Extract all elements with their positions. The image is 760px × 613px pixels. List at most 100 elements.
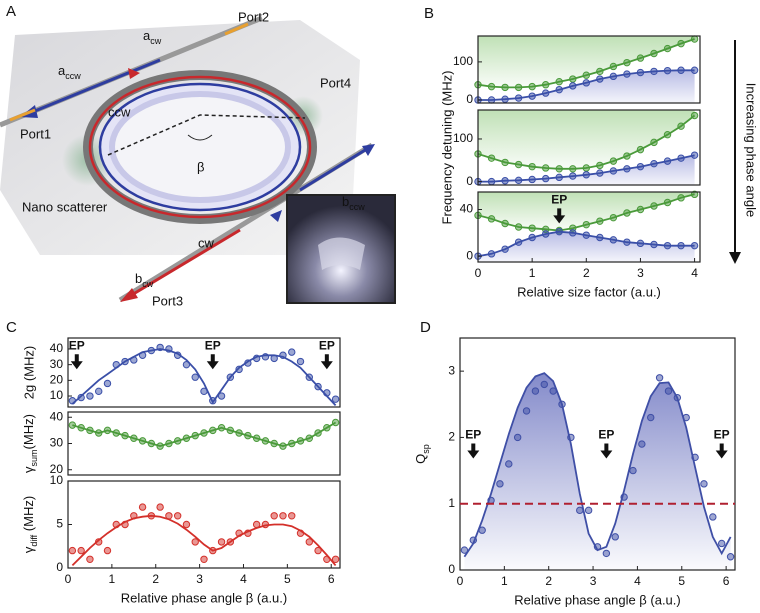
data-point (636, 239, 645, 248)
data-point (487, 82, 496, 91)
y-tick-label: 20 (50, 373, 64, 387)
side-annotation: Increasing phase angle (744, 83, 759, 217)
data-point (501, 177, 509, 185)
data-point (582, 231, 590, 239)
data-point (121, 520, 129, 529)
x-tick-label: 2 (152, 572, 159, 586)
data-point (279, 351, 287, 359)
data-point (528, 92, 536, 100)
data-point (235, 429, 243, 437)
data-point (602, 549, 611, 558)
data-point (673, 393, 682, 402)
y-axis-label-part: Q (413, 454, 428, 464)
x-tick-label: 1 (109, 572, 116, 586)
data-point (501, 245, 509, 253)
data-point (501, 83, 509, 92)
data-point (487, 154, 496, 162)
plot-frame (459, 337, 736, 571)
data-point (323, 424, 331, 432)
y-axis-label: Frequency detuning (MHz) (439, 71, 454, 225)
x-tick-label: 2 (583, 266, 590, 280)
y-tick-label: 0 (466, 92, 473, 106)
data-point (487, 177, 496, 186)
cw-path (88, 75, 312, 219)
data-point (609, 213, 618, 222)
data-point (487, 250, 496, 258)
data-point (68, 397, 77, 405)
y-tick-label: 2 (448, 430, 455, 444)
data-point (156, 503, 164, 511)
data-point (331, 555, 340, 563)
data-point (650, 67, 658, 76)
data-point (584, 506, 593, 515)
data-point (629, 466, 637, 475)
ring-inner (109, 91, 291, 203)
annotation: EP (551, 193, 567, 207)
area-fill (464, 373, 731, 570)
data-point (261, 520, 270, 529)
data-point (596, 217, 604, 225)
data-point (288, 512, 296, 520)
data-point (663, 157, 672, 165)
data-point (609, 157, 618, 165)
data-point (623, 165, 631, 173)
data-point (305, 538, 313, 546)
ring (83, 70, 317, 224)
data-point (305, 373, 313, 381)
plot-frame (477, 109, 701, 186)
data-point (505, 460, 513, 468)
diagram-label-part: ccw (65, 71, 81, 81)
y-axis-label-part: γ (21, 546, 36, 553)
data-point (528, 233, 536, 242)
diagram-label: β (197, 159, 204, 174)
data-point (305, 434, 313, 442)
y-tick-label: 40 (50, 409, 64, 423)
arrowhead (362, 144, 375, 156)
diagram-label: ccw (108, 104, 131, 119)
data-point (288, 439, 296, 448)
panel-letter: C (6, 319, 17, 336)
y-tick-label: 0 (448, 562, 455, 576)
annotation-arrow (320, 354, 333, 370)
data-point (217, 392, 226, 400)
data-point (677, 194, 685, 202)
panel-letter: B (424, 5, 434, 22)
diagram-label: Port2 (238, 9, 269, 24)
data-point (541, 89, 550, 97)
data-point (582, 171, 590, 179)
data-point (596, 233, 604, 242)
data-point (569, 229, 577, 237)
area-fill (478, 70, 695, 103)
data-point (677, 122, 685, 130)
diagram-label-part: a (58, 63, 66, 78)
data-point (261, 437, 270, 445)
data-point (576, 506, 584, 515)
data-point (235, 529, 243, 537)
data-point (540, 380, 548, 389)
x-tick-label: 3 (637, 266, 644, 280)
data-point (663, 241, 672, 250)
data-point (314, 382, 322, 391)
data-point (531, 387, 540, 395)
diagram-label: Nano scatterer (22, 199, 108, 214)
annotation: EP (598, 428, 614, 442)
data-point (487, 496, 495, 505)
data-point (95, 387, 103, 396)
diagram-label: acw (143, 28, 162, 46)
data-point (677, 66, 685, 74)
data-point (138, 437, 147, 445)
data-point (501, 95, 509, 103)
data-point (541, 164, 550, 172)
y-axis-label: γsum(MHz) (21, 414, 39, 473)
x-tick-label: 1 (529, 266, 536, 280)
data-point (690, 151, 699, 159)
data-point (690, 111, 699, 120)
data-point (323, 389, 331, 397)
data-point (469, 536, 478, 544)
data-point (690, 190, 699, 199)
data-point (103, 546, 112, 555)
data-point (191, 431, 199, 440)
data-point (664, 387, 673, 395)
x-axis-label: Relative size factor (a.u.) (517, 284, 661, 299)
data-point (596, 75, 604, 83)
